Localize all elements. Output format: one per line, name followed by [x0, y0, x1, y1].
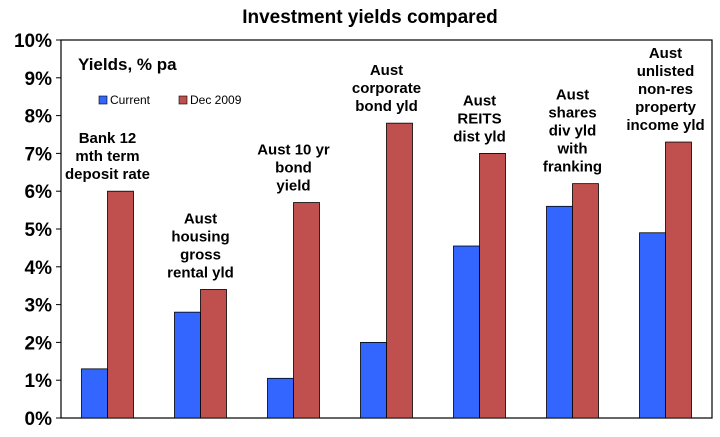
y-tick-label: 3% [25, 296, 53, 317]
category-label: Bank 12 [79, 130, 137, 147]
category-label: bond [275, 160, 312, 177]
bar-current [639, 232, 666, 419]
legend-swatch-current [98, 95, 108, 105]
category-label: REITS [457, 110, 501, 127]
y-tick-label: 10% [14, 31, 52, 52]
category-label: income yld [626, 117, 704, 134]
bar-dec-2009 [107, 190, 134, 419]
category-label: property [635, 99, 697, 116]
category-label: rental yld [167, 264, 234, 281]
y-tick-label: 5% [25, 220, 53, 241]
y-tick-label: 8% [25, 107, 53, 128]
category-label: gross [180, 246, 221, 263]
category-label: Aust [649, 45, 682, 62]
category-label: div yld [549, 123, 597, 140]
y-tick-label: 2% [25, 333, 53, 354]
category-label: Aust [463, 92, 496, 109]
category-label: Aust [556, 87, 589, 104]
bar-current [174, 311, 201, 419]
y-axis-label: Yields, % pa [78, 55, 177, 74]
legend-swatch-dec-2009 [178, 95, 188, 105]
category-label: Aust 10 yr [257, 142, 330, 159]
bar-dec-2009 [386, 122, 413, 419]
y-tick-label: 1% [25, 371, 53, 392]
y-tick-label: 9% [25, 69, 53, 90]
y-tick-label: 7% [25, 144, 53, 165]
category-label: deposit rate [65, 166, 150, 183]
bar-dec-2009 [665, 141, 692, 419]
category-label: Aust [370, 62, 403, 79]
bar-current [267, 377, 294, 419]
y-axis: 0% 1% 2% 3% 4% 5% 6% 7% 8% 9% 10% [14, 31, 61, 430]
category-label: housing [171, 228, 229, 245]
category-label: corporate [352, 80, 421, 97]
bar-current [546, 205, 573, 419]
bars [81, 122, 692, 419]
category-label: shares [548, 105, 596, 122]
bar-current [453, 245, 480, 419]
legend-label-dec-2009: Dec 2009 [190, 93, 242, 107]
y-tick-label: 0% [25, 409, 53, 430]
category-label: yield [276, 178, 310, 195]
bar-current [81, 368, 108, 419]
bar-current [360, 341, 387, 419]
category-label: non-res [638, 81, 693, 98]
bar-dec-2009 [479, 152, 506, 419]
chart-title: Investment yields compared [242, 7, 498, 28]
category-label: Aust [184, 210, 217, 227]
category-label: dist yld [453, 128, 506, 145]
y-tick-label: 4% [25, 258, 53, 279]
category-label: bond yld [355, 98, 418, 115]
legend-label-current: Current [110, 93, 151, 107]
category-label: with [557, 141, 588, 158]
category-label: mth term [75, 148, 139, 165]
category-label: unlisted [637, 63, 695, 80]
bar-dec-2009 [293, 202, 320, 419]
legend: Current Dec 2009 [98, 93, 242, 107]
bar-dec-2009 [572, 183, 599, 419]
bar-dec-2009 [200, 289, 227, 419]
category-label: franking [543, 159, 602, 176]
y-tick-label: 6% [25, 182, 53, 203]
